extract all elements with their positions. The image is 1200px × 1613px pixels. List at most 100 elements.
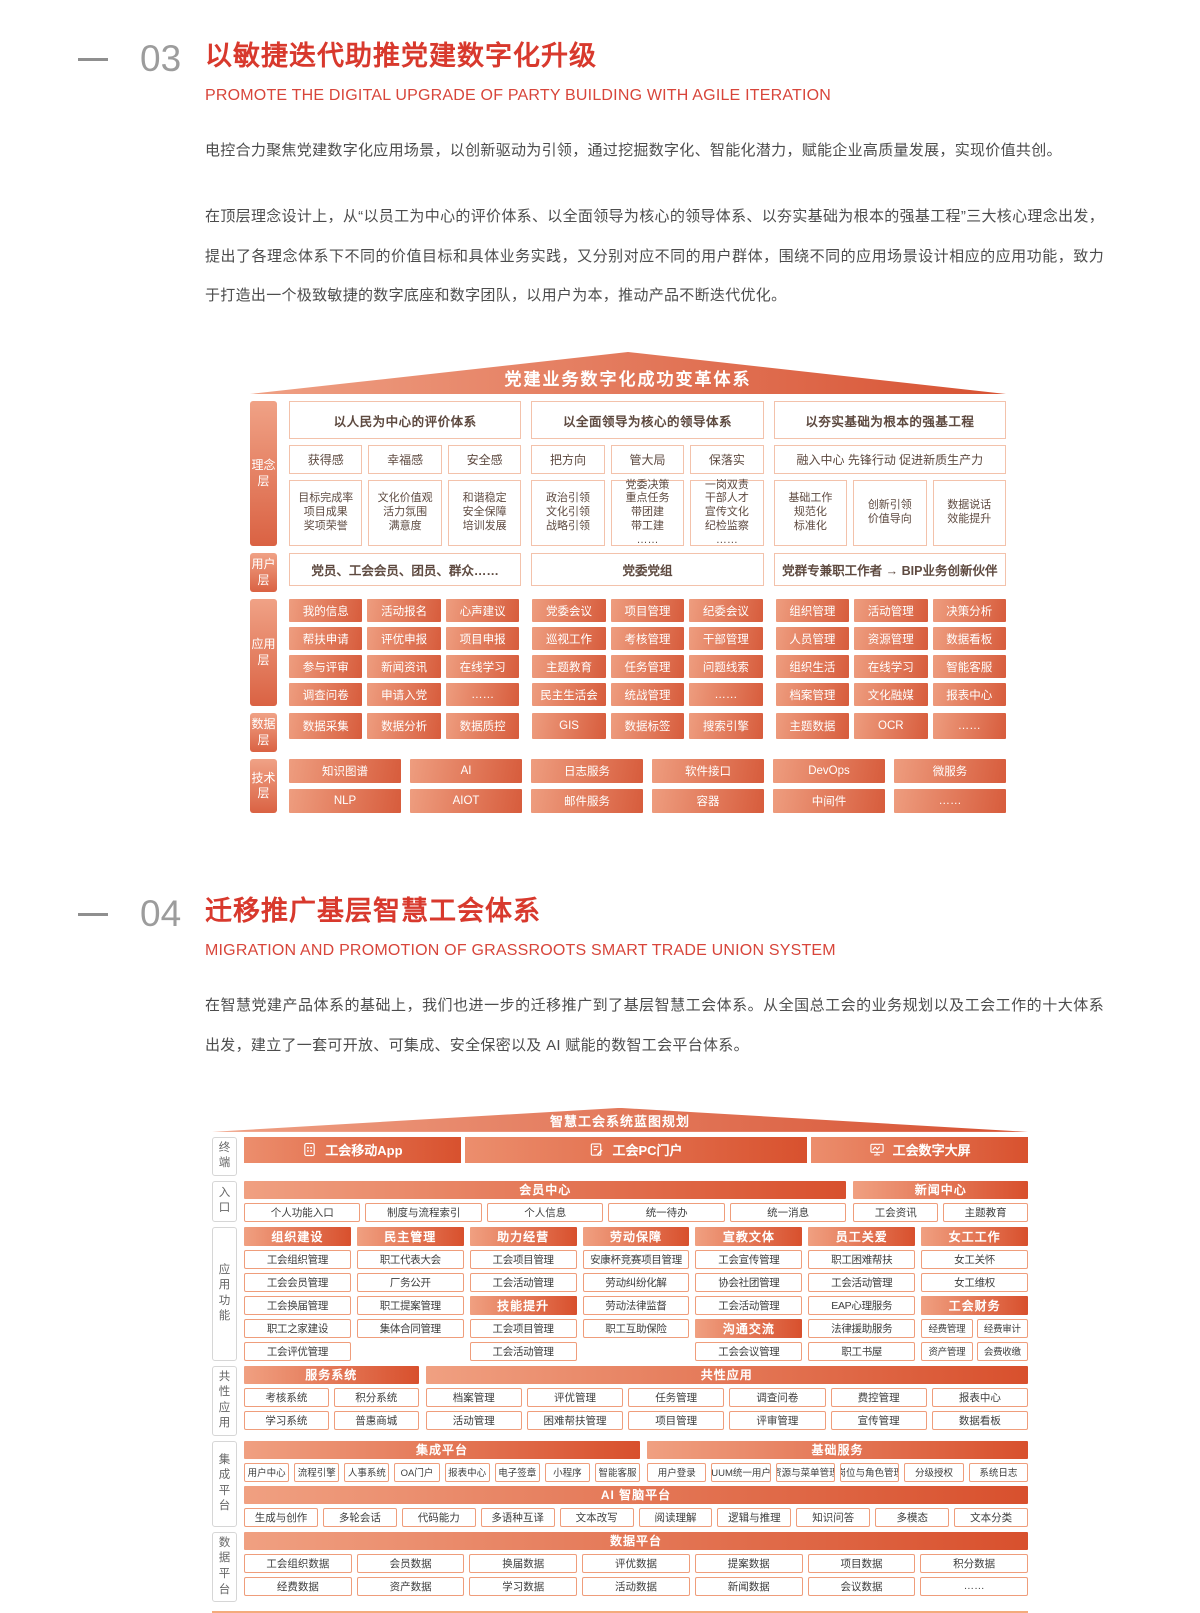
diagram-cell: 学习系统 — [244, 1410, 329, 1430]
diagram-cell: 工会会员管理 — [244, 1272, 351, 1292]
layer-label: 应用功能 — [212, 1226, 237, 1361]
diagram-cell: 学习数据 — [469, 1576, 578, 1596]
diagram-cell: UUM统一用户 — [711, 1462, 771, 1482]
diagram-cell: 生成与创作 — [244, 1507, 318, 1527]
apps-row: 调查问卷 申请入党…… 民主生活会 统战管理…… 档案管理 文化融媒 报表中心 — [289, 683, 1006, 707]
diagram-subheader: 技能提升 — [469, 1295, 577, 1315]
diagram-cell: 以夯实基础为根本的强基工程 — [773, 401, 1006, 439]
diagram-cell: 宣传管理 — [830, 1410, 927, 1430]
cell-line: …… — [636, 533, 659, 546]
common-row: 学习系统 普惠商城 活动管理 困难帮扶管理 项目管理 评审管理 宣传管理 数据看板 — [244, 1410, 1029, 1430]
layer-label: 入口 — [212, 1180, 237, 1222]
cell-line: 纪检监察 — [704, 519, 749, 532]
diagram-cell: 个人信息 — [486, 1202, 604, 1222]
cell-line: 宣传文化 — [704, 506, 749, 519]
concept-value-row: 获得感 幸福感 安全感 把方向 管大局 保落实 融入中心 先锋行动 促进新质生产力 — [289, 445, 1006, 474]
tech-row: 知识图谱 AI 日志服务 软件接口 DevOps 微服务 — [289, 759, 1006, 784]
column-header: 员工关爱 — [808, 1226, 916, 1246]
diagram-cell: 微服务 — [894, 759, 1006, 784]
layer-app-functions: 应用功能 组织建设 工会组织管理 工会会员管理 工会换届管理 职工之家建设 工会评优管理… — [212, 1226, 1029, 1361]
diagram-cell: 考核系统 — [244, 1387, 329, 1407]
layer-content: 党员、工会会员、团员、群众…… 党委党组 党群专兼职工作者 → BIP业务创新伙伴 — [289, 553, 1006, 592]
diagram-cell: 工会资讯 — [853, 1202, 939, 1222]
users-row: 党员、工会会员、团员、群众…… 党委党组 党群专兼职工作者 → BIP业务创新伙伴 — [289, 553, 1006, 586]
diagram-cell: 问题线索 — [689, 655, 763, 679]
diagram-cell: 组织生活 — [775, 655, 850, 679]
diagram-cell: 考核管理 — [610, 627, 685, 651]
diagram-cell: 职工互助保险 — [582, 1318, 690, 1338]
diagram-cell: 换届数据 — [469, 1553, 578, 1573]
diagram-cell: 提案数据 — [694, 1553, 803, 1573]
app-column: 宣教文体 工会宣传管理 协会社团管理 工会活动管理 沟通交流 工会会议管理 — [695, 1226, 803, 1361]
diagram-cell-pair: 经费管理 经费审计 — [921, 1318, 1029, 1338]
layer-label: 终端 — [212, 1136, 237, 1176]
cell-line: 一岗双责 — [704, 478, 749, 491]
diagram-cell: 用户中心 — [244, 1462, 290, 1482]
common-left-cells: 学习系统 普惠商城 — [244, 1410, 419, 1430]
cell-line: 创新引领 — [867, 499, 912, 512]
app-column: 员工关爱 职工困难帮扶 工会活动管理 EAP心理服务 法律援助服务 职工书屋 — [808, 1226, 916, 1361]
diagram-cell: 主题教育 — [943, 1202, 1029, 1222]
diagram-cell: 民主生活会 — [532, 683, 606, 707]
cell-line: 重点任务 — [625, 492, 670, 505]
section-dash — [78, 913, 108, 917]
diagram-cell: 党群专兼职工作者 → BIP业务创新伙伴 — [773, 553, 1006, 586]
cell-line: 数据说话 — [947, 499, 992, 512]
diagram-cell: 文本分类 — [954, 1507, 1029, 1527]
diagram-cell: …… — [445, 683, 520, 707]
diagram-cell: 党员、工会会员、团员、群众…… — [289, 553, 522, 586]
tech-row: NLP AIOT 邮件服务 容器 中间件 …… — [289, 789, 1006, 814]
diagram-cell: 工会评优管理 — [244, 1341, 351, 1361]
diagram-cell: 任务管理 — [628, 1387, 725, 1407]
service-systems-header: 服务系统 — [244, 1365, 419, 1384]
integration-headers: 集成平台 基础服务 — [244, 1440, 1028, 1459]
diagram-cell: 干部管理 — [689, 627, 763, 651]
diagram-cell: 项目管理 — [628, 1410, 725, 1430]
cell-line: 和谐稳定 — [462, 492, 507, 505]
diagram-cell: 个人功能入口 — [244, 1202, 361, 1222]
cell-line: 项目成果 — [303, 506, 348, 519]
diagram-cell: 安全感 — [447, 445, 522, 474]
diagram-cell: 会议数据 — [807, 1576, 916, 1596]
apps-row: 我的信息 活动报名 心声建议 党委会议 项目管理 纪委会议 组织管理 活动管理 决策分析 — [289, 599, 1006, 623]
concept-group: 基础工作 规范化 标准化 创新引领 价值导向 数据说话 效能提升 — [773, 480, 1006, 546]
common-left-cells: 考核系统 积分系统 — [244, 1387, 419, 1407]
diagram-cell: 资产数据 — [356, 1576, 465, 1596]
section-title: 迁移推广基层智慧工会体系 — [205, 896, 541, 927]
layer-label: 集成平台 — [212, 1440, 237, 1527]
diagram-cell: OCR — [854, 713, 928, 740]
diagram-cell: 活动报名 — [367, 599, 441, 623]
diagram-cell: 职工书屋 — [808, 1341, 916, 1361]
diagram-cell: 统战管理 — [610, 683, 685, 707]
integration-row: 用户中心 流程引擎 人事系统 OA门户 报表中心 电子签章 小程序 智能客服 用户登录 UUM统… — [244, 1462, 1028, 1482]
layer-label: 理念层 — [250, 401, 277, 546]
diagram-cell: 资产管理 — [921, 1341, 973, 1361]
layer-entry: 入口 会员中心 新闻中心 个人功能入口 制度与流程索引 个人信息 统一待办 统一消息 工… — [212, 1180, 1029, 1222]
section-dash — [78, 58, 108, 61]
diagram-cell: 工会活动管理 — [695, 1295, 803, 1315]
terminal-mobile-app: 工会移动App — [244, 1136, 461, 1163]
body-paragraph: 在顶层理念设计上，从“以员工为中心的评价体系、以全面领导为核心的领导体系、以夯实… — [205, 207, 1104, 305]
section-title-block: 以敏捷迭代助推党建数字化升级 PROMOTE THE DIGITAL UPGRA… — [205, 30, 831, 105]
apps-row: 参与评审 新闻资讯 在线学习 主题教育 任务管理 问题线索 组织生活 在线学习 智能客服 — [289, 655, 1006, 679]
diagram-cell: 多模态 — [875, 1507, 950, 1527]
layer-label: 数据平台 — [212, 1531, 237, 1603]
diagram-cell: 党委决策 重点任务 带团建 带工建…… — [610, 479, 685, 546]
diagram-cell: 工会活动管理 — [808, 1272, 916, 1292]
terminal-label: 工会PC门户 — [612, 1143, 683, 1159]
diagram-cell: OA门户 — [394, 1462, 440, 1482]
diagram-cell: 数据看板 — [931, 1410, 1029, 1430]
cell-line: 战略引领 — [546, 519, 591, 532]
diagram-cell: 安康杯竞赛项目管理 — [582, 1249, 690, 1269]
layer-content: 服务系统 共性应用 考核系统 积分系统 档案管理 评优管理 任务管理 调查问卷 费控管理报… — [244, 1365, 1029, 1436]
diagram-cell: 巡视工作 — [532, 627, 606, 651]
common-apps-header: 共性应用 — [425, 1365, 1028, 1384]
section-subtitle: PROMOTE THE DIGITAL UPGRADE OF PARTY BUI… — [205, 87, 832, 104]
apps-row: 帮扶申请 评优申报 项目申报 巡视工作 考核管理 干部管理 人员管理 资源管理 数据看板 — [289, 627, 1006, 651]
diagram-cell: 和谐稳定 安全保障 培训发展 — [447, 480, 522, 546]
diagram-cell: 管大局 — [610, 445, 685, 474]
diagram-cell: 评优申报 — [367, 627, 441, 651]
pc-portal-icon — [591, 1143, 604, 1157]
diagram-cell: 党委会议 — [532, 599, 606, 623]
concept-group: 把方向 管大局 保落实 — [531, 445, 764, 474]
